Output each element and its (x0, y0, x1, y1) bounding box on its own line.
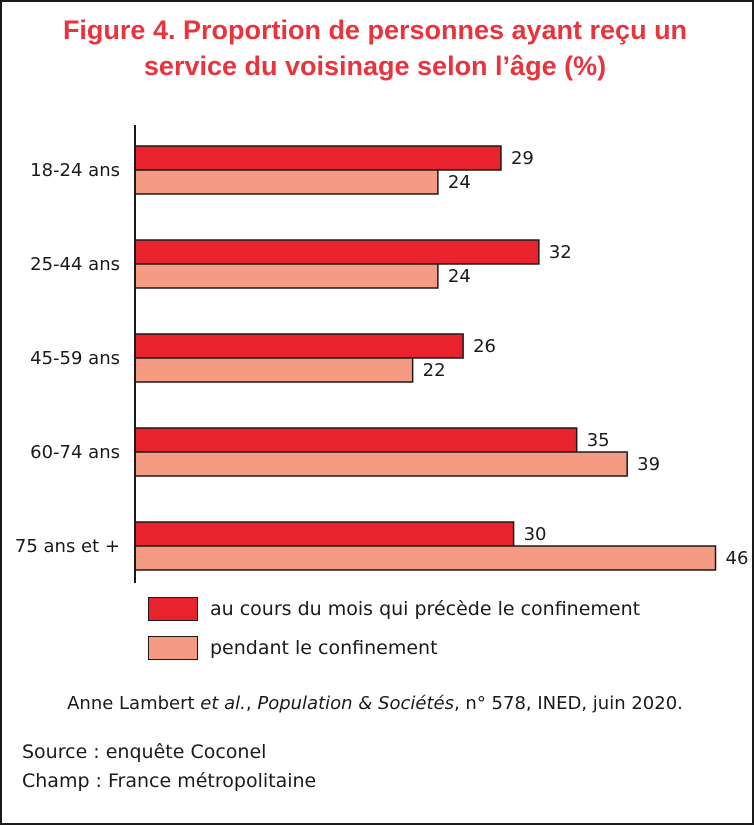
legend-label-during: pendant le confinement (210, 637, 438, 659)
bar-45-59-ans-series-2 (134, 357, 414, 383)
bar-18-24-ans-series-1 (134, 145, 502, 171)
chart-title-line-1: Figure 4. Proportion de personnes ayant … (62, 15, 688, 45)
data-label-75-ans-et-series-1: 30 (524, 524, 547, 545)
data-label-18-24-ans-series-1: 29 (511, 148, 534, 169)
citation-rest: , n° 578, INED, juin 2020. (453, 693, 683, 714)
category-label-25-44-ans: 25-44 ans (30, 254, 120, 275)
citation: Anne Lambert et al., Population & Sociét… (0, 693, 750, 714)
legend-swatch-before (148, 597, 198, 621)
bar-60-74-ans-series-2 (134, 451, 628, 477)
source-line: Source : enquête Coconel (22, 741, 267, 763)
data-label-60-74-ans-series-2: 39 (637, 454, 660, 475)
bar-18-24-ans-series-2 (134, 169, 439, 195)
data-label-75-ans-et-series-2: 46 (726, 548, 749, 569)
legend-label-before: au cours du mois qui précède le confinem… (210, 598, 641, 620)
category-label-60-74-ans: 60-74 ans (30, 442, 120, 463)
bar-60-74-ans-series-1 (134, 427, 578, 453)
bar-45-59-ans-series-1 (134, 333, 464, 359)
legend-swatch-during (148, 636, 198, 660)
scope-line: Champ : France métropolitaine (22, 770, 317, 792)
chart-title: Figure 4. Proportion de personnes ayant … (0, 12, 750, 84)
category-label-75-ans-et: 75 ans et + (15, 536, 120, 557)
bar-25-44-ans-series-2 (134, 263, 439, 289)
citation-sep: , (245, 693, 258, 714)
category-label-18-24-ans: 18-24 ans (30, 160, 120, 181)
data-label-60-74-ans-series-1: 35 (587, 430, 610, 451)
category-label-45-59-ans: 45-59 ans (30, 348, 120, 369)
citation-journal: Population & Sociétés (257, 693, 454, 714)
data-label-25-44-ans-series-2: 24 (448, 266, 471, 287)
data-label-45-59-ans-series-2: 22 (423, 360, 446, 381)
citation-etal: et al. (200, 693, 246, 714)
bar-25-44-ans-series-1 (134, 239, 540, 265)
data-label-25-44-ans-series-1: 32 (549, 242, 572, 263)
data-label-45-59-ans-series-1: 26 (473, 336, 496, 357)
bar-75-ans-et-series-1 (134, 521, 515, 547)
data-label-18-24-ans-series-2: 24 (448, 172, 471, 193)
bar-75-ans-et-series-2 (134, 545, 717, 571)
citation-author: Anne Lambert (67, 693, 201, 714)
chart-title-line-2: service du voisinage selon l’âge (%) (143, 51, 607, 81)
